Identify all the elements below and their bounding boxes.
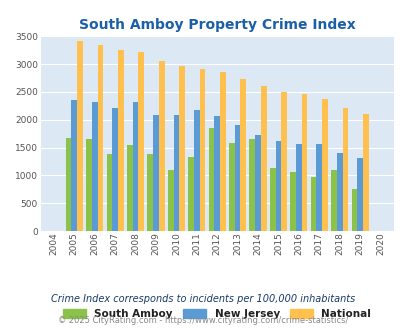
Bar — [336, 152, 342, 231]
Bar — [127, 145, 132, 231]
Bar — [188, 157, 194, 231]
Bar — [214, 116, 220, 231]
Bar — [321, 99, 327, 231]
Bar — [249, 139, 255, 231]
Bar — [153, 115, 158, 231]
Bar — [220, 72, 225, 231]
Bar — [92, 103, 97, 231]
Bar — [269, 168, 275, 231]
Bar — [301, 94, 307, 231]
Bar — [138, 52, 144, 231]
Bar — [255, 135, 260, 231]
Bar — [356, 158, 362, 231]
Bar — [290, 172, 295, 231]
Bar — [147, 154, 153, 231]
Bar — [86, 139, 92, 231]
Bar — [228, 143, 234, 231]
Title: South Amboy Property Crime Index: South Amboy Property Crime Index — [79, 18, 355, 32]
Bar — [179, 66, 185, 231]
Bar — [295, 144, 301, 231]
Bar — [342, 108, 347, 231]
Bar — [167, 170, 173, 231]
Bar — [97, 45, 103, 231]
Bar — [275, 141, 281, 231]
Bar — [208, 128, 214, 231]
Bar — [234, 125, 240, 231]
Bar — [362, 114, 368, 231]
Bar — [158, 61, 164, 231]
Bar — [118, 50, 124, 231]
Bar — [281, 92, 286, 231]
Bar — [194, 110, 199, 231]
Bar — [77, 41, 83, 231]
Bar — [315, 144, 321, 231]
Text: © 2025 CityRating.com - https://www.cityrating.com/crime-statistics/: © 2025 CityRating.com - https://www.city… — [58, 316, 347, 325]
Bar — [112, 108, 118, 231]
Text: Crime Index corresponds to incidents per 100,000 inhabitants: Crime Index corresponds to incidents per… — [51, 294, 354, 304]
Bar — [260, 86, 266, 231]
Bar — [310, 177, 315, 231]
Bar — [173, 115, 179, 231]
Bar — [240, 79, 245, 231]
Bar — [71, 100, 77, 231]
Bar — [106, 154, 112, 231]
Bar — [66, 138, 71, 231]
Legend: South Amboy, New Jersey, National: South Amboy, New Jersey, National — [59, 304, 375, 323]
Bar — [330, 170, 336, 231]
Bar — [132, 103, 138, 231]
Bar — [351, 189, 356, 231]
Bar — [199, 69, 205, 231]
